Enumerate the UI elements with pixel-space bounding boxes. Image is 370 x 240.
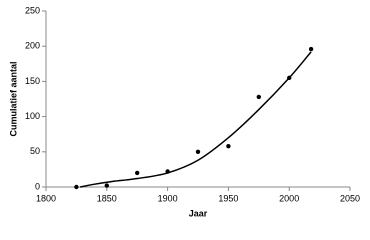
data-point [195, 149, 201, 154]
data-point [308, 46, 314, 52]
x-axis-label: Jaar [189, 208, 208, 218]
data-point [74, 184, 79, 190]
y-tick-label: 200 [25, 41, 40, 51]
x-tick-label: 1800 [36, 193, 56, 203]
x-tick-label: 1900 [158, 193, 178, 203]
y-tick-label: 250 [25, 5, 40, 15]
data-point [165, 169, 170, 174]
y-tick-label: 100 [25, 111, 40, 121]
y-tick-label: 50 [30, 146, 40, 156]
x-tick-label: 1950 [218, 193, 238, 203]
x-tick-label: 2050 [340, 193, 360, 203]
y-axis-label: Cumulatief aantal [8, 61, 18, 136]
x-tick-label: 1850 [97, 193, 117, 203]
x-tick-label: 2000 [279, 193, 299, 203]
y-tick-label: 150 [25, 76, 40, 86]
data-point [135, 170, 140, 176]
trendline [79, 51, 312, 188]
data-point [256, 94, 261, 100]
y-tick-label: 0 [35, 181, 40, 191]
data-point [226, 143, 231, 149]
chart: Jaar Cumulatief aantal 0 50 100 150 200 250 18… [8, 5, 360, 218]
data-point [287, 75, 292, 81]
data-point [104, 183, 110, 188]
